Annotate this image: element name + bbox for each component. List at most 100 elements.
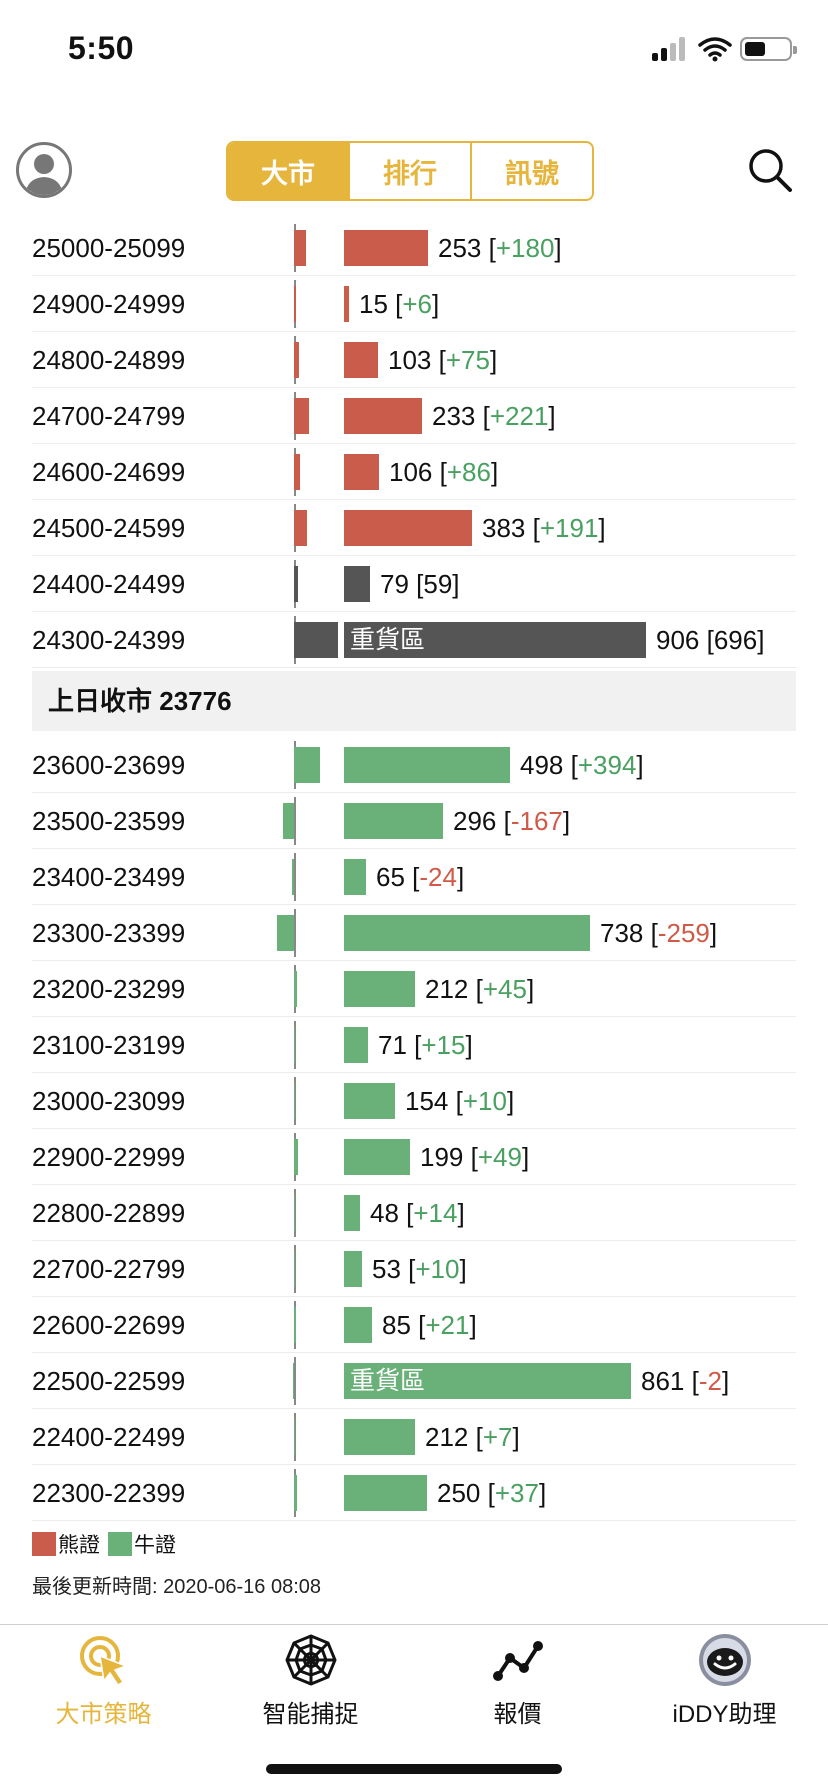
count-value: 906 xyxy=(656,625,700,655)
tab-market[interactable]: 大市 xyxy=(228,143,350,199)
volume-bar: 重貨區 xyxy=(344,622,646,658)
delta-value: -259 xyxy=(657,918,710,948)
spider-web-icon xyxy=(285,1634,337,1686)
bull-swatch xyxy=(108,1532,132,1556)
volume-value: 383 [+191] xyxy=(482,513,606,543)
tab-signal[interactable]: 訊號 xyxy=(505,158,559,189)
volume-value: 906 [696] xyxy=(656,625,765,655)
strike-range: 22900-22999 xyxy=(32,1142,186,1172)
status-time: 5:50 xyxy=(68,30,135,66)
volume-bar xyxy=(344,1083,395,1119)
prev-close-title: 上日收市 xyxy=(48,686,153,716)
nav-market-strategy[interactable]: 大市策略 xyxy=(0,1626,207,1736)
strike-row[interactable]: 24700-24799 233 [+221] xyxy=(32,388,796,444)
strike-range: 22400-22499 xyxy=(32,1422,186,1452)
change-bar xyxy=(283,803,294,839)
count-value: 861 xyxy=(641,1366,685,1396)
strike-range: 23600-23699 xyxy=(32,750,186,780)
delta-value: +10 xyxy=(462,1086,507,1116)
count-value: 85 xyxy=(382,1310,411,1340)
change-bar xyxy=(294,1083,295,1119)
strike-row[interactable]: 22700-22799 53 [+10] xyxy=(32,1241,796,1297)
volume-bar xyxy=(344,1195,360,1231)
change-bar xyxy=(294,398,309,434)
change-bar xyxy=(294,454,300,490)
nav-quote[interactable]: 報價 xyxy=(414,1626,621,1736)
volume-value: 212 [+45] xyxy=(425,974,535,1004)
strike-row[interactable]: 24600-24699 106 [+86] xyxy=(32,444,796,500)
strike-row[interactable]: 24500-24599 383 [+191] xyxy=(32,500,796,556)
change-bar xyxy=(294,1307,296,1343)
volume-bar xyxy=(344,1307,372,1343)
change-bar xyxy=(292,859,294,895)
divider xyxy=(0,1624,828,1625)
strike-row[interactable]: 23600-23699 498 [+394] xyxy=(32,737,796,793)
delta-value: +14 xyxy=(413,1198,458,1228)
wifi-icon xyxy=(698,37,732,62)
legend: 熊證 牛證 xyxy=(32,1529,184,1559)
strike-row[interactable]: 24400-24499 79 [59] xyxy=(32,556,796,612)
count-value: 738 xyxy=(600,918,644,948)
strike-range: 23100-23199 xyxy=(32,1030,186,1060)
volume-value: 738 [-259] xyxy=(600,918,718,948)
status-bar: 5:50 xyxy=(0,0,828,100)
strike-row[interactable]: 22800-22899 48 [+14] xyxy=(32,1185,796,1241)
strike-row[interactable]: 23500-23599 296 [-167] xyxy=(32,793,796,849)
volume-bar xyxy=(344,1139,410,1175)
count-value: 53 xyxy=(372,1254,401,1284)
change-bar xyxy=(294,622,338,658)
nav-iddy-assistant-label: iDDY助理 xyxy=(672,1701,777,1728)
user-icon xyxy=(25,154,63,195)
delta-value: +221 xyxy=(489,401,549,431)
tab-ranking[interactable]: 排行 xyxy=(350,143,472,199)
strike-row[interactable]: 22900-22999 199 [+49] xyxy=(32,1129,796,1185)
strike-row[interactable]: 23300-23399 738 [-259] xyxy=(32,905,796,961)
nav-quote-label: 報價 xyxy=(493,1701,542,1728)
nav-smart-capture[interactable]: 智能捕捉 xyxy=(207,1626,414,1736)
change-bar xyxy=(294,1475,297,1511)
strike-row[interactable]: 22600-22699 85 [+21] xyxy=(32,1297,796,1353)
strike-range: 22700-22799 xyxy=(32,1254,186,1284)
volume-bar xyxy=(344,230,428,266)
strike-row[interactable]: 24800-24899 103 [+75] xyxy=(32,332,796,388)
change-bar xyxy=(294,342,299,378)
strike-row[interactable]: 25000-25099 253 [+180] xyxy=(32,220,796,276)
change-bar xyxy=(294,1027,295,1063)
strike-row[interactable]: 22300-22399 250 [+37] xyxy=(32,1465,796,1521)
strike-row[interactable]: 23400-23499 65 [-24] xyxy=(32,849,796,905)
axis-line xyxy=(294,797,296,845)
volume-value: 106 [+86] xyxy=(389,457,499,487)
prev-close-label: 上日收市 23776 xyxy=(48,671,232,731)
axis-line xyxy=(294,1189,296,1237)
strike-range: 24500-24599 xyxy=(32,513,186,543)
volume-value: 71 [+15] xyxy=(378,1030,473,1060)
axis-line xyxy=(294,1413,296,1461)
count-value: 106 xyxy=(389,457,433,487)
strike-row[interactable]: 22400-22499 212 [+7] xyxy=(32,1409,796,1465)
strike-row[interactable]: 24300-24399 重貨區 906 [696] xyxy=(32,612,796,668)
strike-row[interactable]: 24900-24999 15 [+6] xyxy=(32,276,796,332)
strike-row[interactable]: 22500-22599 重貨區 861 [-2] xyxy=(32,1353,796,1409)
volume-bar xyxy=(344,859,366,895)
strike-row[interactable]: 23100-23199 71 [+15] xyxy=(32,1017,796,1073)
volume-bar xyxy=(344,454,379,490)
strike-range: 24400-24499 xyxy=(32,569,186,599)
change-bar xyxy=(294,1139,298,1175)
strike-row[interactable]: 23200-23299 212 [+45] xyxy=(32,961,796,1017)
axis-line xyxy=(294,1077,296,1125)
strike-range: 24700-24799 xyxy=(32,401,186,431)
nav-iddy-assistant[interactable]: iDDY助理 xyxy=(621,1626,828,1736)
axis-line xyxy=(294,1357,296,1405)
search-icon[interactable] xyxy=(746,146,794,194)
count-value: 498 xyxy=(520,750,564,780)
volume-value: 199 [+49] xyxy=(420,1142,530,1172)
delta-value: +75 xyxy=(445,345,490,375)
volume-value: 233 [+221] xyxy=(432,401,556,431)
strike-range: 24600-24699 xyxy=(32,457,186,487)
strike-range: 25000-25099 xyxy=(32,233,186,263)
volume-value: 53 [+10] xyxy=(372,1254,467,1284)
strike-row[interactable]: 23000-23099 154 [+10] xyxy=(32,1073,796,1129)
avatar[interactable] xyxy=(16,142,72,198)
strike-range: 24800-24899 xyxy=(32,345,186,375)
volume-bar xyxy=(344,510,472,546)
